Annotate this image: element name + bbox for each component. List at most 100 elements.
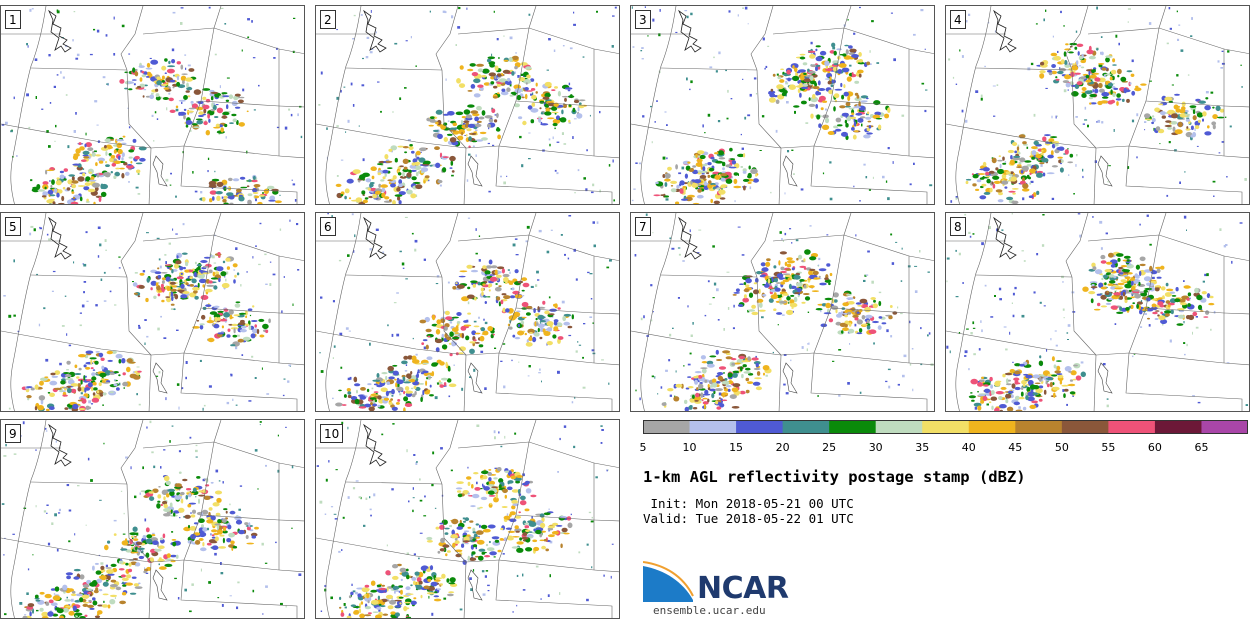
echo-cell <box>155 375 159 377</box>
echo-cell <box>139 157 146 162</box>
echo-cell <box>113 519 117 522</box>
echo-cell <box>8 407 11 410</box>
echo-cell <box>176 255 179 259</box>
echo-cell <box>1184 353 1186 356</box>
echo-cell <box>1227 50 1230 53</box>
echo-cell <box>807 50 816 53</box>
echo-cell <box>708 303 712 305</box>
echo-cell <box>194 261 197 265</box>
echo-cell <box>185 376 187 380</box>
echo-cell <box>202 104 210 110</box>
echo-cell <box>1136 303 1139 309</box>
echo-cell <box>1221 50 1224 52</box>
echo-cell <box>105 564 108 568</box>
echo-cell <box>185 90 190 93</box>
state-boundary <box>780 352 815 356</box>
echo-cell <box>913 33 916 36</box>
echo-cell <box>852 134 857 140</box>
echo-cell <box>1082 175 1084 179</box>
echo-cell <box>397 170 400 173</box>
echo-cell <box>85 231 88 234</box>
echo-cell <box>988 401 992 404</box>
echo-cell <box>261 542 264 546</box>
echo-cell <box>501 268 505 274</box>
echo-cell <box>774 287 781 292</box>
echo-cell <box>638 162 641 165</box>
echo-cell <box>1041 147 1047 154</box>
echo-cell <box>136 366 140 368</box>
echo-cell <box>217 310 224 313</box>
echo-cell <box>727 372 733 378</box>
echo-cell <box>158 563 160 566</box>
echo-cell <box>1160 265 1165 270</box>
echo-cell <box>49 194 56 197</box>
echo-cell <box>265 283 268 285</box>
echo-cell <box>385 375 388 381</box>
echo-cell <box>1134 293 1141 299</box>
echo-cell <box>347 119 350 123</box>
echo-cell <box>1022 183 1029 189</box>
echo-cell <box>435 109 443 115</box>
echo-cell <box>728 166 737 169</box>
echo-cell <box>668 359 671 362</box>
echo-cell <box>146 426 148 429</box>
echo-cell <box>98 160 104 164</box>
echo-cell <box>192 171 194 174</box>
echo-cell <box>118 382 121 386</box>
echo-cell <box>1043 389 1047 395</box>
echo-cell <box>1007 149 1015 154</box>
echo-cell <box>86 198 89 202</box>
state-boundary <box>810 145 928 204</box>
echo-cell <box>449 129 456 132</box>
echo-cell <box>686 15 689 19</box>
echo-cell <box>52 201 56 204</box>
echo-cell <box>568 215 572 217</box>
echo-cell <box>696 387 699 391</box>
echo-cell <box>109 157 114 163</box>
echo-cell <box>56 10 60 14</box>
echo-cell <box>576 113 583 119</box>
echo-cell <box>733 304 735 308</box>
echo-cell <box>612 15 615 17</box>
echo-cell <box>711 393 715 399</box>
echo-cell <box>1119 306 1123 311</box>
echo-cell <box>91 376 97 381</box>
echo-cell <box>726 385 732 388</box>
echo-cell <box>833 93 840 99</box>
state-boundary <box>593 255 619 261</box>
echo-cell <box>269 261 272 263</box>
echo-cell <box>718 392 722 396</box>
echo-cell <box>58 508 61 512</box>
echo-cell <box>708 167 715 172</box>
state-boundary <box>316 123 467 149</box>
echo-cell <box>748 292 754 298</box>
echo-cell <box>1123 87 1128 94</box>
echo-cell <box>1112 64 1117 66</box>
echo-cell <box>265 464 267 467</box>
echo-cell <box>475 228 477 231</box>
echo-cell <box>392 364 398 367</box>
echo-cell <box>94 360 99 365</box>
echo-cell <box>156 80 162 86</box>
echo-cell <box>1169 298 1177 304</box>
echo-cell <box>1122 292 1126 297</box>
echo-cell <box>920 363 923 366</box>
echo-cell <box>803 78 812 83</box>
echo-cell <box>859 391 862 394</box>
echo-cell <box>882 175 885 179</box>
echo-cell <box>1178 24 1181 26</box>
echo-cell <box>887 368 891 371</box>
echo-cell <box>842 53 847 57</box>
echo-cell <box>702 397 708 400</box>
echo-cell <box>478 316 480 319</box>
echo-cell <box>893 58 896 62</box>
echo-cell <box>986 175 990 178</box>
echo-cell <box>666 124 668 126</box>
echo-cell <box>737 304 744 307</box>
echo-cell <box>612 159 614 163</box>
echo-cell <box>97 255 100 258</box>
echo-cell <box>128 53 131 55</box>
echo-cell <box>644 6 646 8</box>
echo-cell <box>841 67 850 73</box>
echo-cell <box>539 336 543 340</box>
